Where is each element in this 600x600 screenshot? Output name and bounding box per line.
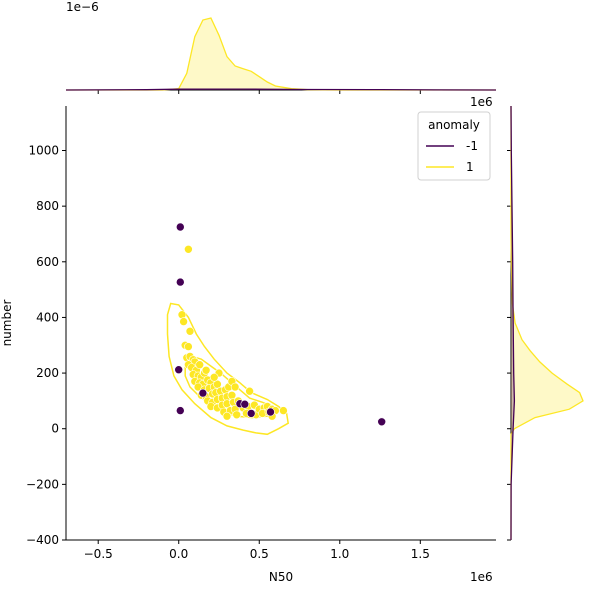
point-pos1-55 [232, 410, 241, 420]
point-pos1-47 [245, 386, 254, 396]
y-tick-label: 0 [51, 422, 59, 436]
marginal-right-line-pos1 [510, 106, 584, 540]
point-pos1-69 [201, 365, 211, 375]
point-neg1-7 [377, 417, 387, 427]
point-pos1-66 [279, 406, 288, 415]
point-pos1-13 [195, 360, 204, 370]
scatter-points [174, 222, 387, 427]
y-tick-label: 600 [36, 255, 59, 269]
legend: anomaly -1 1 [417, 111, 491, 181]
point-neg1-8 [266, 407, 275, 417]
marginal-right-line-neg1 [510, 105, 516, 541]
marginal-right-area-pos1 [511, 106, 583, 540]
marginal-x-density [65, 17, 497, 94]
point-neg1-3 [176, 406, 185, 415]
y-tick-label: −200 [26, 477, 59, 491]
point-pos1-27 [213, 379, 222, 389]
scatter-plot-area: −0.5 0.0 0.5 1.0 1.5 −400 −200 0 200 400 600 800 100… [26, 106, 496, 561]
point-pos1-54 [222, 411, 232, 421]
point-pos1-40 [227, 390, 237, 400]
point-neg1-1 [176, 277, 185, 287]
point-neg1-9 [246, 409, 256, 418]
marginal-top-offset-label: 1e−6 [66, 0, 99, 14]
axes: −0.5 0.0 0.5 1.0 1.5 −400 −200 0 200 400 600 800 100… [26, 106, 496, 561]
point-neg1-0 [176, 222, 185, 232]
x-tick-label: −0.5 [84, 547, 113, 561]
x-tick-label: 1.0 [330, 547, 349, 561]
x-axis-label: N50 [269, 570, 293, 584]
x-tick-label: 0.0 [169, 547, 188, 561]
point-neg1-2 [174, 365, 183, 375]
y-tick-label: 1000 [28, 144, 59, 158]
x-offset-label: 1e6 [470, 570, 493, 584]
marginal-top-line-pos1 [66, 17, 496, 91]
marginal-top-line-neg1 [65, 88, 497, 91]
y-axis-label: number [0, 300, 14, 347]
point-pos1-71 [230, 382, 240, 392]
y-tick-label: −400 [26, 533, 59, 547]
marginal-y-density [507, 105, 584, 541]
point-neg1-6 [240, 399, 250, 409]
point-pos1-68 [209, 372, 219, 382]
y-tick-label: 800 [36, 199, 59, 213]
x-tick-label: 0.5 [250, 547, 269, 561]
contour-0 [166, 302, 290, 436]
point-pos1-5 [184, 342, 193, 351]
x-offset-label-top: 1e6 [470, 95, 493, 109]
point-pos1-0 [184, 245, 193, 254]
point-pos1-3 [185, 326, 195, 336]
point-pos1-2 [179, 317, 188, 326]
legend-label-1: 1 [466, 160, 474, 174]
legend-title: anomaly [428, 118, 480, 132]
legend-label-neg1: -1 [466, 139, 478, 153]
marginal-top-area-pos1 [66, 18, 496, 90]
x-tick-label: 1.5 [411, 547, 430, 561]
y-tick-label: 200 [36, 366, 59, 380]
y-tick-label: 400 [36, 310, 59, 324]
point-neg1-4 [198, 388, 208, 398]
